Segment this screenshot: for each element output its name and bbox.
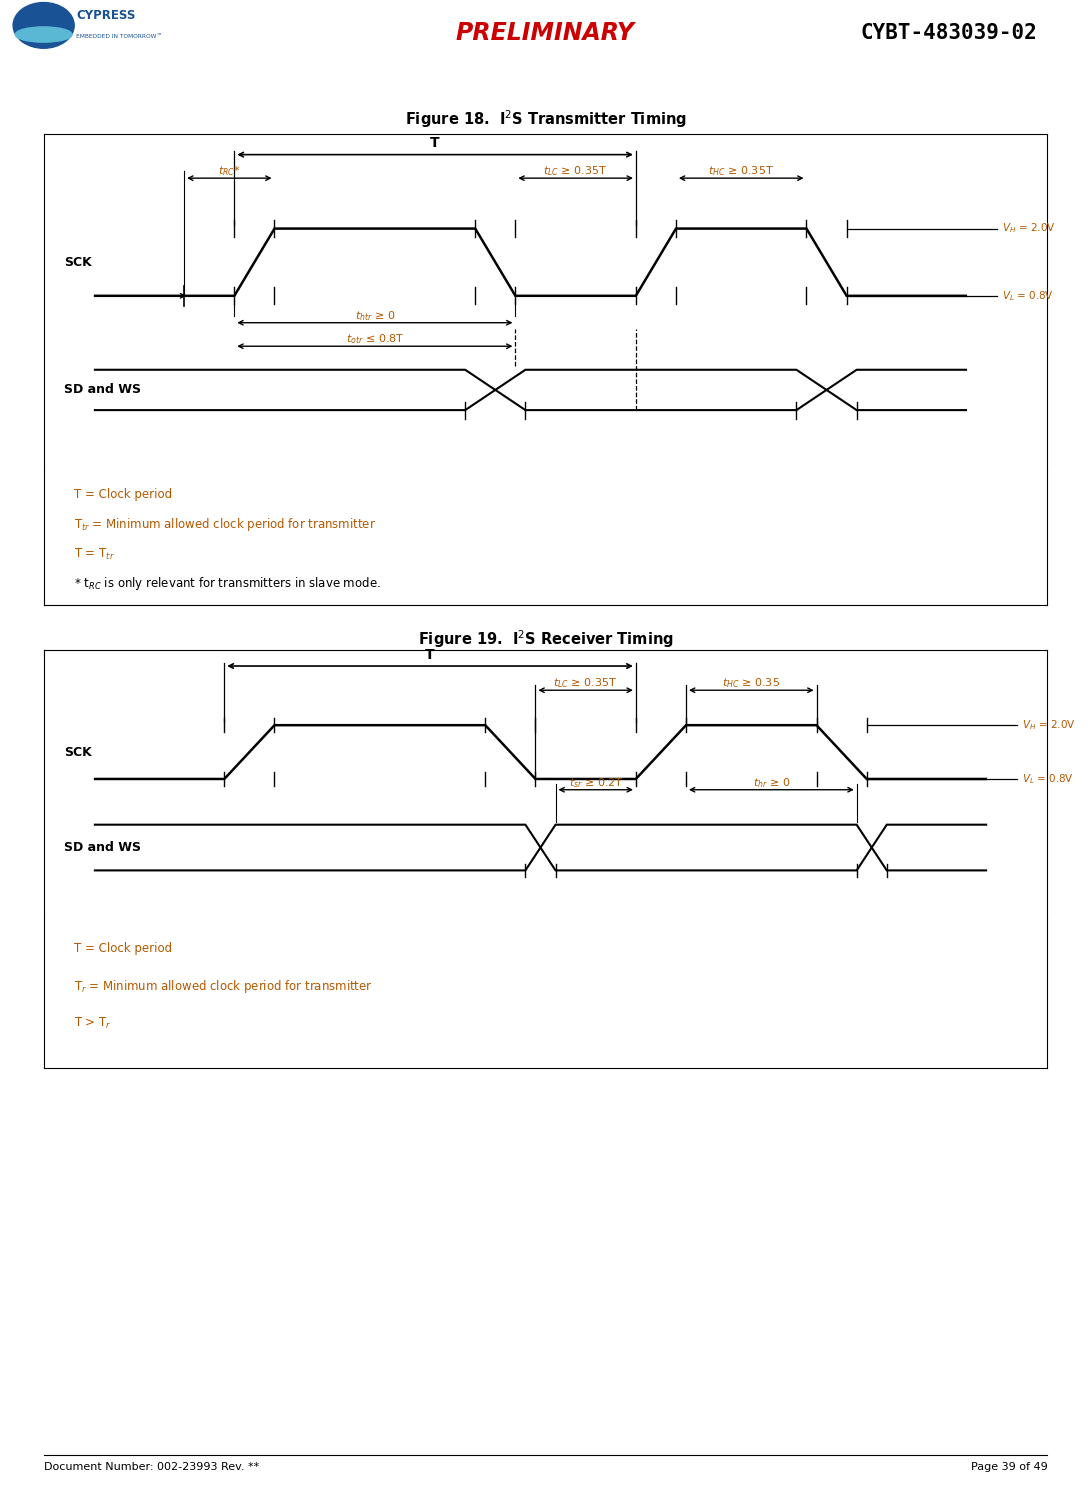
Text: T = T$_{tr}$: T = T$_{tr}$ — [74, 547, 115, 562]
Text: $t_{htr}$ ≥ 0: $t_{htr}$ ≥ 0 — [355, 309, 395, 323]
Text: $V_L$ = 0.8V: $V_L$ = 0.8V — [1003, 288, 1054, 303]
Text: SCK: SCK — [63, 746, 92, 759]
Text: $V_L$ = 0.8V: $V_L$ = 0.8V — [1022, 772, 1075, 786]
Text: Figure 18.  I$^2$S Transmitter Timing: Figure 18. I$^2$S Transmitter Timing — [405, 109, 686, 130]
Text: $t_{sr}$ ≥ 0.2T: $t_{sr}$ ≥ 0.2T — [568, 775, 623, 790]
Text: Page 39 of 49: Page 39 of 49 — [971, 1463, 1047, 1472]
Text: T > T$_r$: T > T$_r$ — [74, 1016, 111, 1031]
Text: PRELIMINARY: PRELIMINARY — [456, 21, 635, 45]
Text: T: T — [425, 648, 435, 662]
Text: EMBEDDED IN TOMORROW™: EMBEDDED IN TOMORROW™ — [76, 34, 163, 39]
Text: $t_{HC}$ ≥ 0.35T: $t_{HC}$ ≥ 0.35T — [708, 164, 775, 178]
Text: $t_{RC}$*: $t_{RC}$* — [218, 164, 241, 178]
Text: T = Clock period: T = Clock period — [74, 943, 172, 955]
Text: CYPRESS: CYPRESS — [76, 9, 135, 22]
Text: Document Number: 002-23993 Rev. **: Document Number: 002-23993 Rev. ** — [44, 1463, 259, 1472]
Text: Figure 19.  I$^2$S Receiver Timing: Figure 19. I$^2$S Receiver Timing — [418, 629, 673, 650]
Text: $t_{otr}$ ≤ 0.8T: $t_{otr}$ ≤ 0.8T — [346, 332, 404, 347]
Text: SCK: SCK — [63, 255, 92, 269]
Text: T$_r$ = Minimum allowed clock period for transmitter: T$_r$ = Minimum allowed clock period for… — [74, 977, 372, 995]
Text: T = Clock period: T = Clock period — [74, 489, 172, 502]
Ellipse shape — [13, 3, 74, 48]
Text: T$_{tr}$ = Minimum allowed clock period for transmitter: T$_{tr}$ = Minimum allowed clock period … — [74, 515, 375, 533]
Text: SD and WS: SD and WS — [63, 384, 141, 396]
Text: $t_{hr}$ ≥ 0: $t_{hr}$ ≥ 0 — [753, 775, 790, 790]
Text: SD and WS: SD and WS — [63, 841, 141, 855]
Text: T: T — [430, 136, 440, 149]
Text: $t_{HC}$ ≥ 0.35: $t_{HC}$ ≥ 0.35 — [722, 677, 780, 690]
Text: $V_H$ = 2.0V: $V_H$ = 2.0V — [1003, 221, 1056, 236]
Text: $t_{LC}$ ≥ 0.35T: $t_{LC}$ ≥ 0.35T — [543, 164, 608, 178]
Ellipse shape — [15, 27, 72, 42]
Text: * t$_{RC}$ is only relevant for transmitters in slave mode.: * t$_{RC}$ is only relevant for transmit… — [74, 575, 381, 592]
Text: $V_H$ = 2.0V: $V_H$ = 2.0V — [1022, 719, 1076, 732]
Text: CYBT-483039-02: CYBT-483039-02 — [861, 22, 1038, 43]
Text: $t_{LC}$ ≥ 0.35T: $t_{LC}$ ≥ 0.35T — [553, 677, 618, 690]
